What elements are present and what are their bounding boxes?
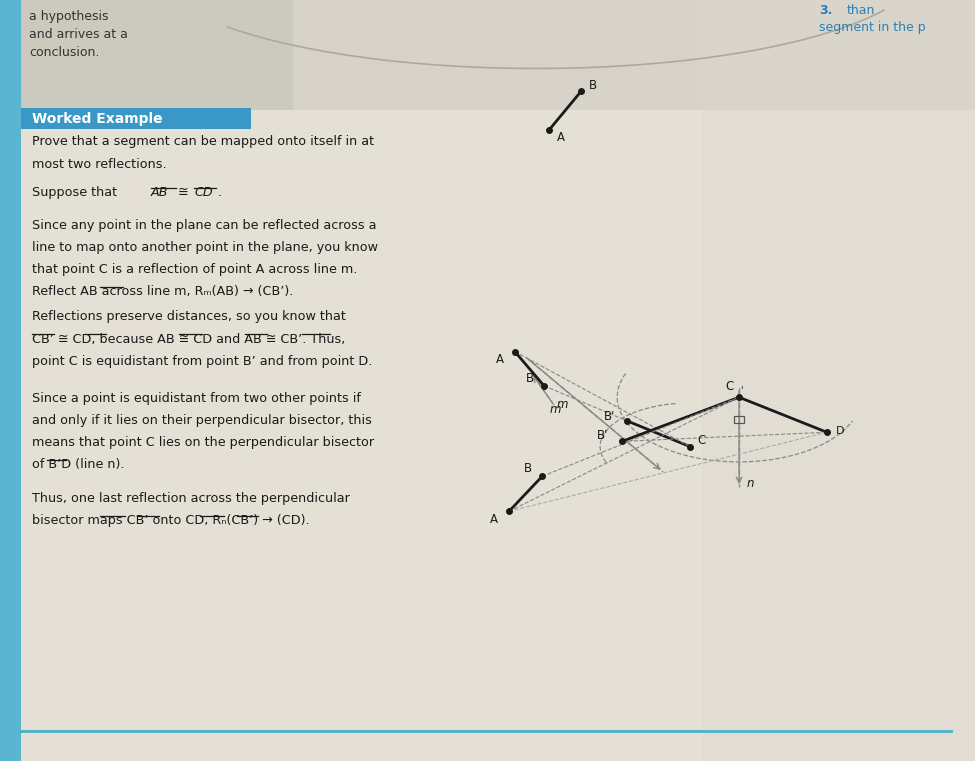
Text: A: A [557, 131, 565, 145]
FancyBboxPatch shape [702, 0, 975, 761]
Text: Since any point in the plane can be reflected across a: Since any point in the plane can be refl… [32, 219, 376, 232]
Text: Worked Example: Worked Example [32, 112, 163, 126]
Text: D: D [837, 425, 844, 436]
Text: AB: AB [151, 186, 169, 199]
Text: segment in the p: segment in the p [819, 21, 925, 34]
Text: m: m [550, 403, 562, 416]
Text: .: . [217, 186, 221, 199]
Text: B': B' [597, 428, 608, 442]
Text: bisector maps CB’ onto CD, Rₙ(CB’) → (CD).: bisector maps CB’ onto CD, Rₙ(CB’) → (CD… [32, 514, 310, 527]
Text: CD: CD [194, 186, 213, 199]
Text: B: B [589, 78, 597, 92]
Bar [0, 0, 21, 761]
Text: Reflect AB across line m, Rₘ(AB) → (CB’).: Reflect AB across line m, Rₘ(AB) → (CB’)… [32, 285, 293, 298]
Text: ≅: ≅ [177, 186, 188, 199]
Text: m: m [557, 398, 568, 412]
Text: a hypothesis: a hypothesis [29, 10, 109, 23]
Text: Since a point is equidistant from two other points if: Since a point is equidistant from two ot… [32, 392, 361, 405]
Text: and only if it lies on their perpendicular bisector, this: and only if it lies on their perpendicul… [32, 414, 372, 427]
Text: B: B [524, 462, 531, 476]
Text: than: than [846, 4, 875, 17]
Text: CB’ ≅ CD, because AB ≅ CD and AB ≅ CB’. Thus,: CB’ ≅ CD, because AB ≅ CD and AB ≅ CB’. … [32, 333, 345, 345]
Text: Prove that a segment can be mapped onto itself in at: Prove that a segment can be mapped onto … [32, 135, 374, 148]
Text: means that point C lies on the perpendicular bisector: means that point C lies on the perpendic… [32, 436, 374, 449]
Text: B: B [526, 371, 534, 385]
FancyBboxPatch shape [0, 0, 292, 110]
Text: A: A [490, 512, 498, 526]
Text: n: n [747, 476, 755, 490]
FancyBboxPatch shape [0, 110, 975, 761]
Text: conclusion.: conclusion. [29, 46, 99, 59]
Text: Reflections preserve distances, so you know that: Reflections preserve distances, so you k… [32, 310, 346, 323]
Text: of B’D (line n).: of B’D (line n). [32, 458, 125, 471]
Text: and arrives at a: and arrives at a [29, 28, 128, 41]
Text: A: A [496, 352, 504, 366]
Text: B': B' [604, 409, 615, 423]
Bar [734, 416, 744, 423]
Text: C: C [698, 434, 706, 447]
Text: C: C [725, 380, 733, 393]
Text: Suppose that: Suppose that [32, 186, 121, 199]
Text: Thus, one last reflection across the perpendicular: Thus, one last reflection across the per… [32, 492, 350, 505]
Text: line to map onto another point in the plane, you know: line to map onto another point in the pl… [32, 241, 378, 254]
Text: 3.: 3. [819, 4, 833, 17]
Text: most two reflections.: most two reflections. [32, 158, 167, 170]
Text: ': ' [740, 384, 742, 395]
FancyBboxPatch shape [21, 108, 251, 129]
Text: that point C is a reflection of point A across line m.: that point C is a reflection of point A … [32, 263, 358, 276]
Text: point C is equidistant from point B’ and from point D.: point C is equidistant from point B’ and… [32, 355, 372, 368]
